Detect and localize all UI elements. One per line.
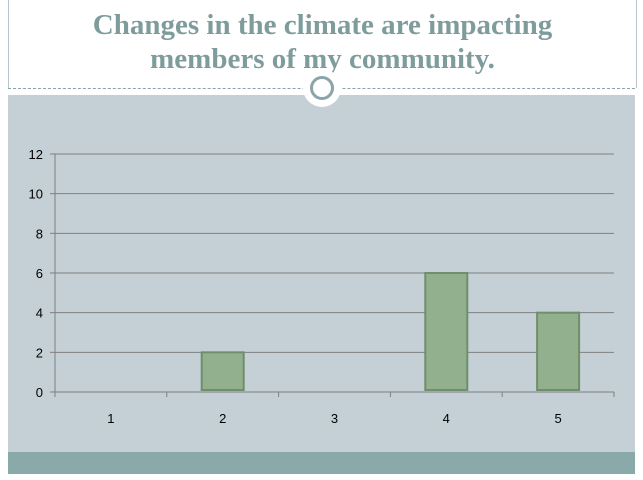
y-tick-label: 10 bbox=[29, 187, 43, 202]
x-tick-labels: 1 2 3 4 5 bbox=[107, 411, 561, 426]
gridlines bbox=[55, 153, 614, 353]
y-tick-label: 6 bbox=[36, 266, 43, 281]
x-tick-label: 1 bbox=[107, 411, 114, 426]
y-tick-label: 2 bbox=[36, 345, 43, 360]
y-tick-label: 4 bbox=[36, 306, 43, 321]
title-line-1: Changes in the climate are impacting bbox=[92, 9, 553, 41]
ornament-ring-icon bbox=[310, 76, 334, 100]
bars bbox=[200, 272, 581, 392]
bar bbox=[536, 311, 581, 391]
x-tick-label: 5 bbox=[554, 411, 561, 426]
y-tick-label: 0 bbox=[36, 385, 43, 400]
bar bbox=[200, 351, 245, 392]
y-tick-labels: 0 2 4 6 8 10 12 bbox=[29, 147, 43, 400]
x-tick-label: 4 bbox=[443, 411, 450, 426]
bar bbox=[424, 272, 469, 391]
y-tick-label: 12 bbox=[29, 147, 43, 162]
x-tick-label: 2 bbox=[219, 411, 226, 426]
footer-band bbox=[8, 452, 635, 474]
axes bbox=[50, 153, 615, 397]
y-tick-label: 8 bbox=[36, 226, 43, 241]
x-tick-label: 3 bbox=[331, 411, 338, 426]
